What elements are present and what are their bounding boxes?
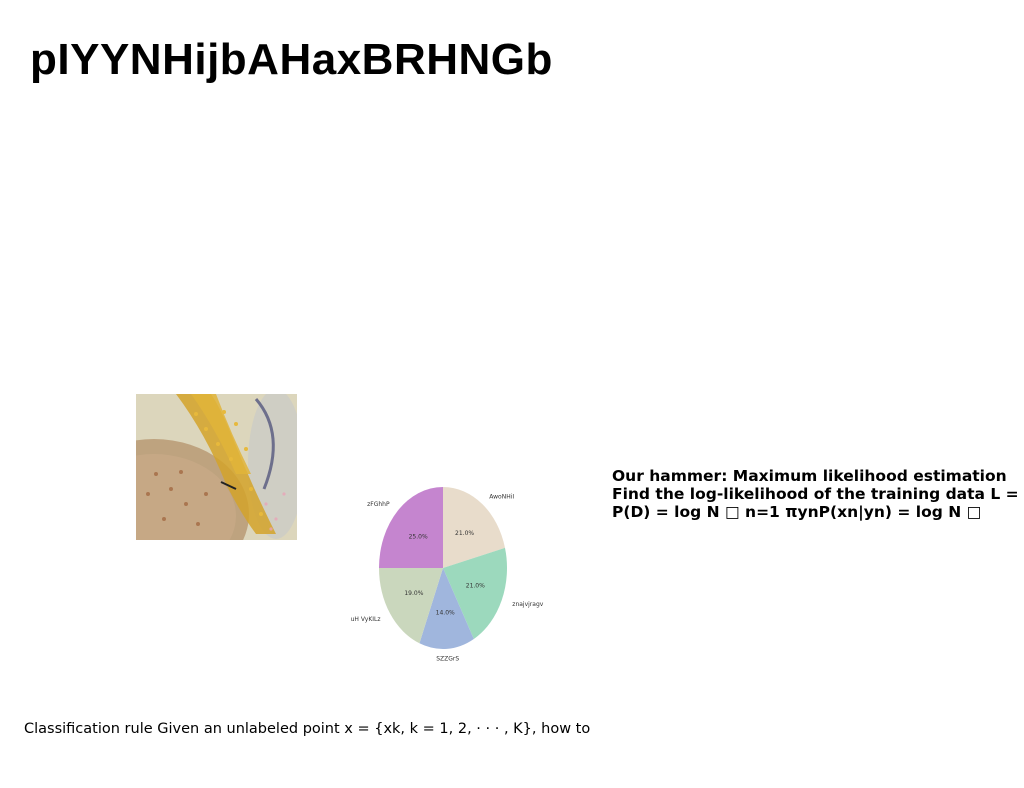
pie-slice-label: SZZGrS xyxy=(436,656,459,663)
pie-slice-2 xyxy=(443,547,507,639)
body-line-2: Find the log-likelihood of the training … xyxy=(612,485,1019,503)
pie-chart: 21.0% AwoNHiI 21.0% znajvjragv 14.0% SZZGrS 19… xyxy=(345,478,545,668)
pie-percent-label: 21.0% xyxy=(455,530,474,537)
pie-slice-label: znajvjragv xyxy=(512,601,543,608)
body-text: Our hammer: Maximum likelihood estimatio… xyxy=(612,467,1024,521)
pie-slice-4 xyxy=(379,568,443,644)
pie-percent-label: 14.0% xyxy=(436,609,455,616)
slide-title: pIYYNHijbAHaxBRHNGb xyxy=(30,35,553,84)
photo-grains xyxy=(136,394,297,540)
pie-chart-svg: 21.0% AwoNHiI 21.0% znajvjragv 14.0% SZZGrS 19… xyxy=(351,487,544,663)
pie-slice-label: uH VyKILz xyxy=(351,616,381,623)
caption-text: Classification rule Given an unlabeled p… xyxy=(24,721,591,737)
pie-slice-1 xyxy=(443,487,505,568)
pie-slice-3 xyxy=(419,568,474,649)
body-line-1: Our hammer: Maximum likelihood estimatio… xyxy=(612,467,1007,485)
body-line-3: P(D) = log N □ n=1 πynP(xn|yn) = log N □ xyxy=(612,503,982,521)
pie-slice-label: zFGhhP xyxy=(367,501,390,508)
grain-spill-image xyxy=(136,394,297,540)
pie-percent-label: 19.0% xyxy=(404,590,423,597)
pie-slice-5 xyxy=(379,487,443,568)
pie-percent-label: 21.0% xyxy=(466,583,485,590)
pie-slice-label: AwoNHiI xyxy=(489,493,514,500)
pie-percent-label: 25.0% xyxy=(409,533,428,540)
